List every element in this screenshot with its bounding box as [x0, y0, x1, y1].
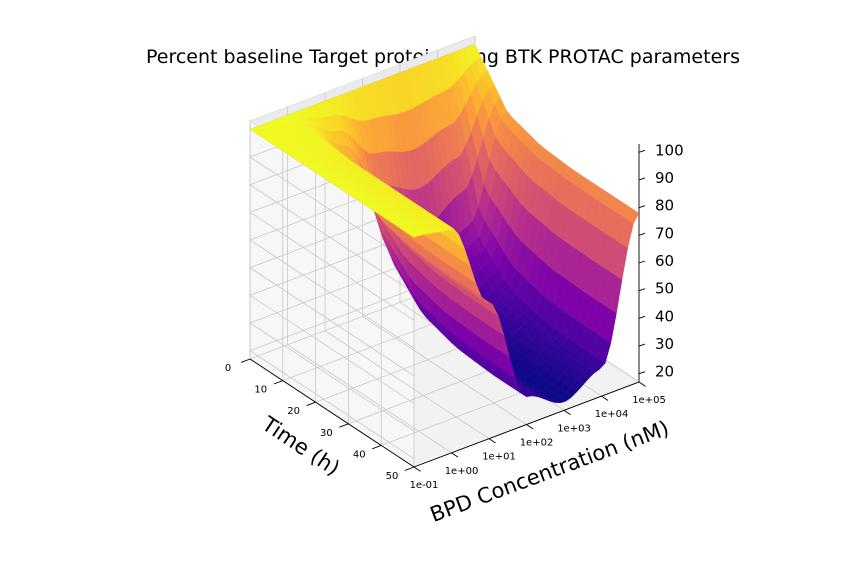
x-tick-label: 1e+05 [632, 395, 666, 406]
y-tick-mark [273, 380, 283, 385]
y-tick-mark [404, 466, 415, 471]
z-tick-mark [638, 177, 646, 181]
x-tick-mark [563, 409, 571, 416]
z-tick-label: 70 [655, 224, 674, 242]
z-tick-label: 60 [655, 252, 674, 270]
y-axis-label: Time (h) [257, 411, 344, 480]
z-tick-label: 90 [655, 169, 674, 187]
x-tick-label: 1e-01 [410, 480, 439, 491]
z-tick-mark [638, 149, 646, 153]
z-tick-mark [638, 343, 646, 347]
x-tick-label: 1e+02 [520, 438, 554, 449]
x-tick-mark [413, 466, 421, 472]
surface-cell [407, 231, 421, 238]
x-tick-mark [638, 381, 646, 387]
z-tick-label: 30 [655, 335, 674, 353]
x-tick-mark [451, 452, 459, 458]
z-tick-label: 50 [655, 280, 674, 298]
y-tick-mark [240, 358, 251, 363]
y-tick-label: 40 [353, 449, 366, 460]
z-tick-label: 40 [655, 307, 674, 325]
gridline-z [249, 265, 476, 460]
surface-mesh [249, 44, 640, 404]
z-tick-mark [638, 232, 646, 236]
x-tick-label: 1e+01 [482, 452, 516, 463]
y-tick-label: 10 [254, 385, 267, 396]
z-tick-label: 80 [655, 197, 674, 215]
x-tick-label: 1e+04 [595, 409, 629, 420]
x-tick-mark [488, 438, 496, 444]
y-tick-mark [372, 444, 382, 450]
y-tick-label: 20 [287, 406, 300, 417]
x-tick-mark [601, 395, 609, 401]
z-tick-label: 100 [655, 141, 684, 159]
y-tick-label: 50 [386, 471, 399, 482]
z-tick-label: 20 [655, 363, 674, 381]
y-tick-mark [306, 401, 316, 407]
z-tick-mark [638, 371, 646, 375]
y-axis-line [249, 358, 415, 468]
z-tick-mark [638, 315, 646, 319]
z-tick-mark [638, 260, 646, 264]
x-tick-label: 1e+00 [445, 466, 479, 477]
z-tick-mark [638, 205, 646, 209]
y-tick-label: 0 [225, 363, 231, 374]
x-tick-label: 1e+03 [557, 423, 591, 434]
y-tick-mark [339, 423, 349, 428]
surface-cell [621, 219, 634, 249]
z-tick-mark [638, 288, 646, 292]
y-tick-label: 30 [320, 428, 333, 439]
x-tick-mark [526, 424, 534, 430]
